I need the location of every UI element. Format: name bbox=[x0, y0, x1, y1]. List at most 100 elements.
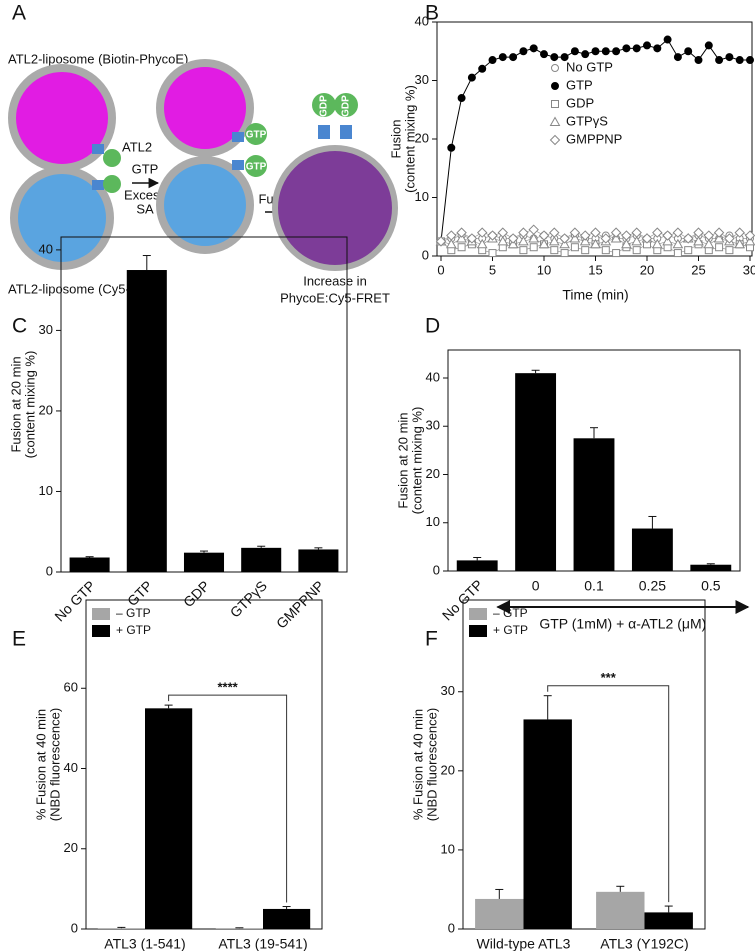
marker bbox=[590, 227, 601, 238]
x-axis-label: GTP (1mM) + α-ATL2 (μM) bbox=[539, 616, 706, 632]
y-tick-label: 20 bbox=[415, 130, 429, 145]
marker bbox=[456, 232, 467, 243]
bar bbox=[523, 719, 572, 929]
y-axis-label: % Fusion at 40 min bbox=[410, 709, 425, 820]
diagram-label: GTP bbox=[246, 162, 267, 173]
marker bbox=[734, 238, 746, 249]
marker bbox=[518, 235, 529, 246]
marker bbox=[529, 243, 538, 252]
protein bbox=[340, 125, 352, 139]
significance-label: *** bbox=[601, 670, 617, 685]
legend-swatch bbox=[469, 608, 487, 620]
x-tick-label: ATL3 (1-541) bbox=[104, 936, 185, 951]
marker bbox=[662, 230, 673, 241]
legend-swatch bbox=[92, 608, 110, 620]
diagram-label: SA bbox=[136, 201, 154, 216]
legend-label: No GTP bbox=[566, 59, 613, 74]
marker bbox=[497, 227, 509, 238]
marker bbox=[725, 246, 734, 255]
marker bbox=[559, 238, 570, 249]
marker bbox=[488, 249, 497, 258]
protein bbox=[103, 175, 121, 193]
liposome bbox=[156, 156, 254, 254]
panel-label: D bbox=[425, 315, 440, 338]
legend-label: – GTP bbox=[116, 606, 151, 620]
diagram-label: GDP bbox=[341, 95, 352, 117]
y-axis-label: % Fusion at 40 min bbox=[33, 709, 48, 820]
marker bbox=[560, 53, 569, 62]
marker bbox=[694, 56, 703, 65]
x-tick-label: Wild-type ATL3 bbox=[477, 936, 571, 951]
y-tick-label: 30 bbox=[426, 418, 440, 433]
marker bbox=[519, 246, 528, 255]
x-tick-label: 15 bbox=[588, 262, 602, 277]
y-tick-label: 0 bbox=[433, 562, 440, 577]
marker bbox=[610, 232, 622, 243]
diagram-label: GTP bbox=[132, 161, 159, 176]
legend-label: + GTP bbox=[493, 623, 528, 637]
marker bbox=[456, 227, 467, 238]
marker bbox=[538, 238, 550, 249]
y-tick-label: 30 bbox=[441, 683, 455, 698]
marker bbox=[457, 243, 466, 252]
legend-label: GTP bbox=[566, 77, 593, 92]
diagram-label: GDP bbox=[319, 95, 330, 117]
marker bbox=[672, 227, 684, 238]
legend-label: GTPγS bbox=[566, 113, 608, 128]
marker bbox=[631, 227, 642, 238]
legend-swatch bbox=[92, 625, 110, 637]
plot-frame bbox=[85, 599, 323, 930]
y-axis-label: (NBD fluorescence) bbox=[47, 708, 62, 821]
y-tick-label: 60 bbox=[64, 680, 78, 695]
marker bbox=[600, 233, 612, 244]
y-tick-label: 20 bbox=[426, 466, 440, 481]
marker bbox=[622, 44, 631, 53]
marker bbox=[435, 236, 447, 247]
marker bbox=[497, 235, 509, 246]
marker bbox=[744, 235, 755, 246]
marker bbox=[715, 243, 724, 252]
marker bbox=[735, 56, 744, 65]
y-tick-label: 40 bbox=[39, 241, 53, 256]
bar bbox=[475, 898, 524, 929]
marker bbox=[529, 44, 538, 53]
diagram-label: GTP bbox=[246, 130, 267, 141]
marker bbox=[498, 53, 507, 62]
y-axis-label: (NBD fluorescence) bbox=[424, 708, 439, 821]
x-tick-label: GTP bbox=[124, 577, 156, 609]
chart: F 0 10 20 30 % Fusion at 40 min (NBD fluoresce… bbox=[410, 599, 706, 951]
y-tick-label: 40 bbox=[426, 369, 440, 384]
legend-label: GDP bbox=[566, 95, 594, 110]
bar bbox=[515, 373, 557, 571]
marker bbox=[703, 230, 715, 241]
diagram-label: ATL2-liposome (Cy5-SA) bbox=[8, 281, 152, 296]
marker bbox=[682, 233, 694, 244]
marker bbox=[570, 243, 579, 252]
chart: D 0 10 20 30 40 Fusion at 20 min (content mixin… bbox=[395, 315, 750, 632]
marker bbox=[507, 238, 519, 249]
x-tick-label: No GTP bbox=[51, 577, 98, 624]
y-axis-label: (content mixing %) bbox=[22, 351, 37, 459]
x-tick-label: 0.1 bbox=[584, 578, 604, 594]
bar bbox=[241, 547, 282, 572]
marker bbox=[457, 94, 466, 103]
marker bbox=[550, 53, 559, 62]
y-tick-label: 40 bbox=[64, 760, 78, 775]
diagram-label: Increase in bbox=[303, 273, 367, 288]
y-tick-label: 10 bbox=[415, 189, 429, 204]
y-tick-label: 30 bbox=[39, 322, 53, 337]
legend-marker bbox=[551, 100, 559, 108]
y-tick-label: 10 bbox=[441, 841, 455, 856]
marker bbox=[725, 53, 734, 62]
bar bbox=[145, 708, 193, 929]
marker bbox=[673, 249, 682, 258]
diagram-label: PhycoE:Cy5-FRET bbox=[280, 290, 390, 305]
marker bbox=[643, 41, 651, 50]
marker bbox=[476, 227, 488, 238]
chart: B 0 10 20 30 40 Fusion (content mixing %) 0 5 10 15… bbox=[388, 2, 755, 303]
marker bbox=[734, 227, 745, 238]
marker bbox=[662, 235, 673, 246]
marker bbox=[549, 227, 560, 238]
marker bbox=[519, 47, 528, 56]
marker bbox=[488, 56, 497, 65]
